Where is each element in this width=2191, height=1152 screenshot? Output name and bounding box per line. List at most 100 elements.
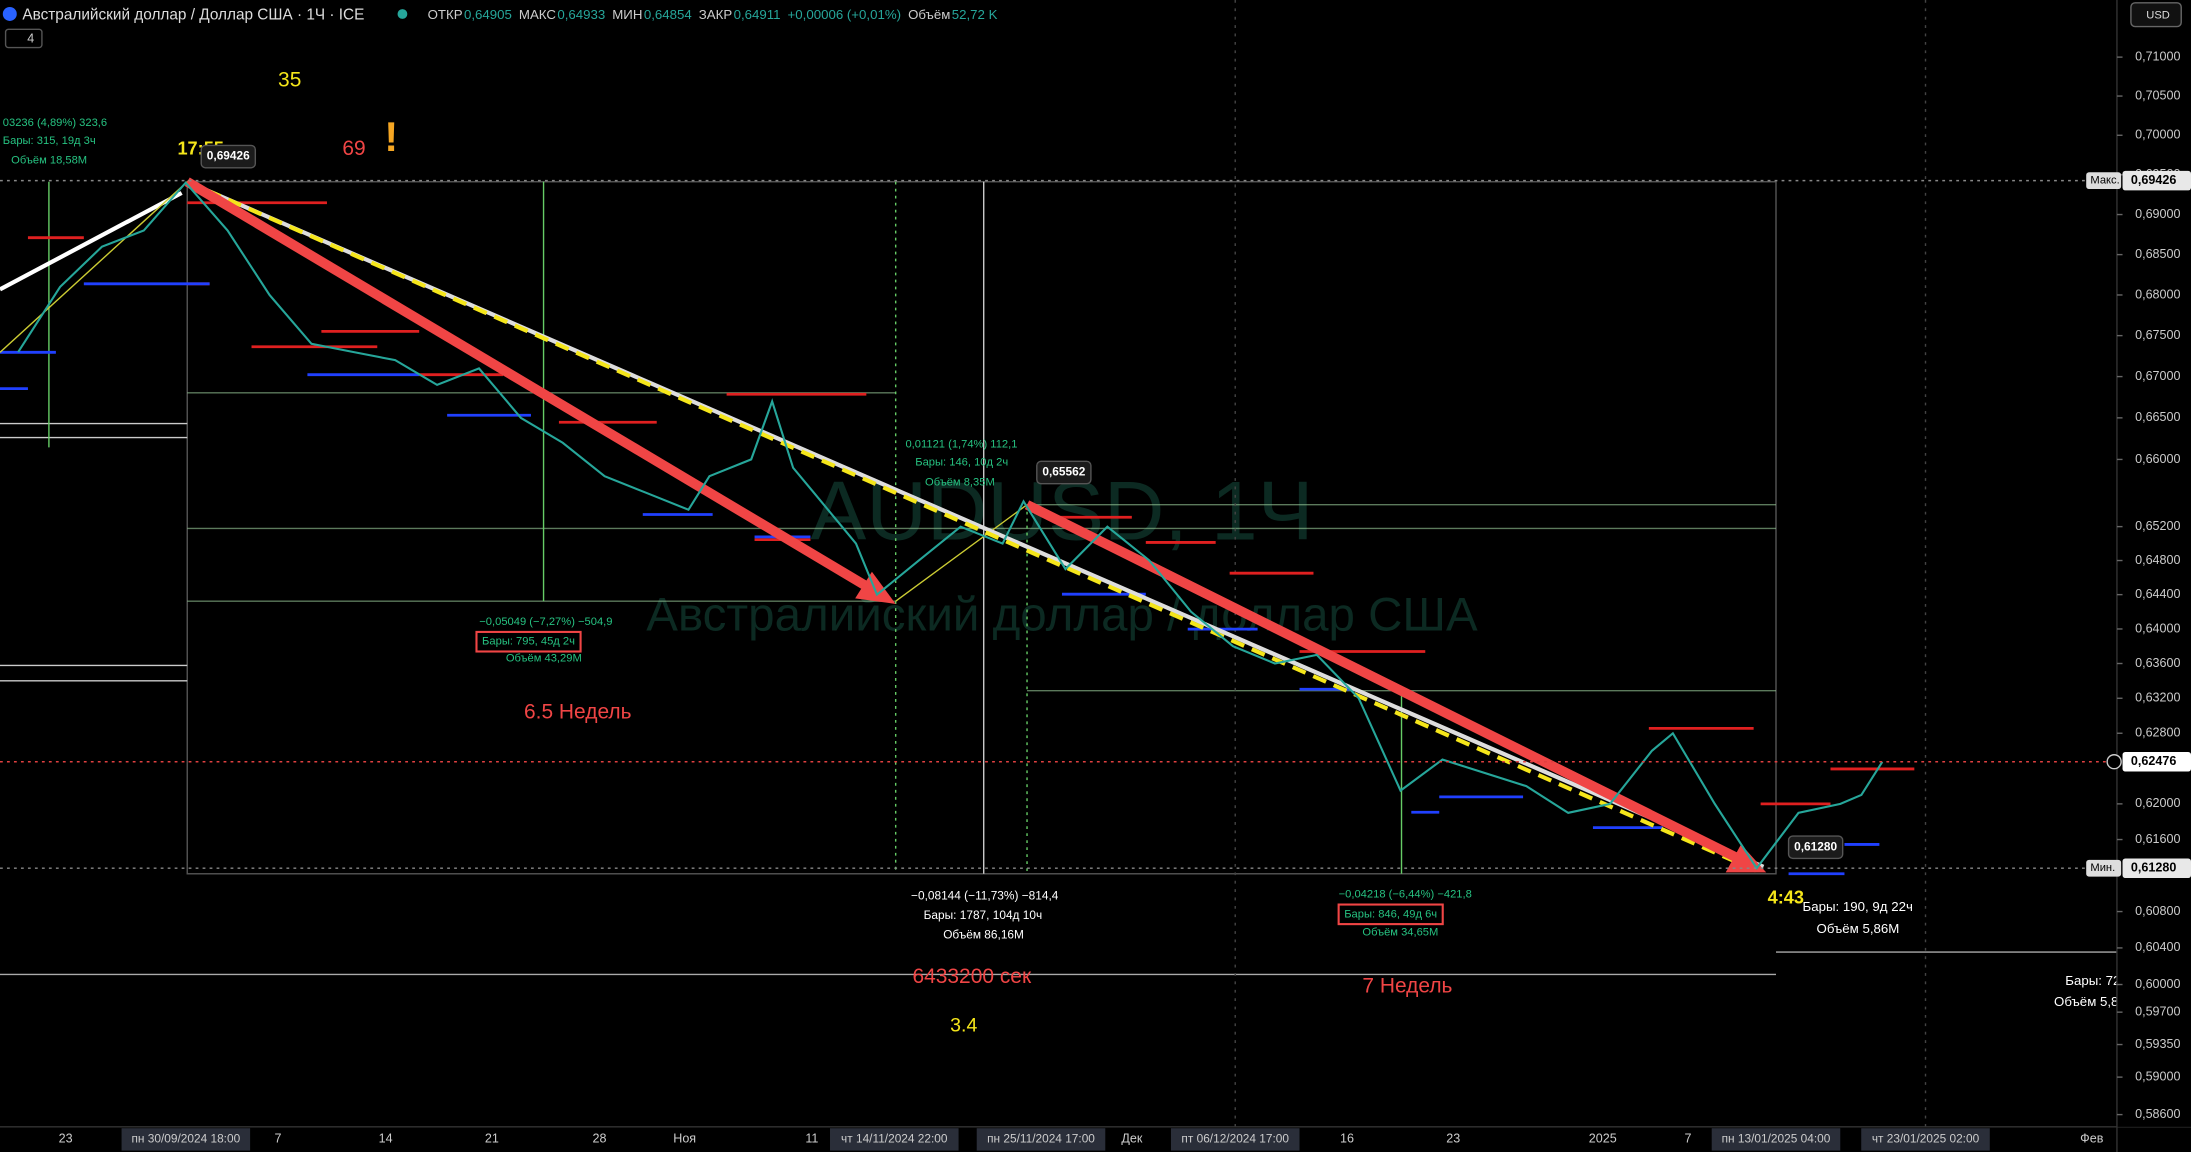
x-cursor-badge [1170,1128,1300,1151]
currency: USD [2146,9,2170,21]
annotation: 7 Недель [1362,975,1452,998]
highlight-box [1337,903,1444,926]
price-callout: 0,69426 [207,149,250,163]
ohlc-item: ОТКР [428,7,463,22]
annotation: 3.4 [950,1014,977,1036]
ohlc-item: МАКС [519,7,556,22]
y-tick-label: 0,66000 [2135,452,2180,466]
y-tick-label: 0,63600 [2135,656,2180,670]
symbol-icon [2,6,17,21]
annotation: Объём 5,86 [2054,994,2126,1009]
ohlc-item: 0,64905 [464,7,512,22]
currency-button[interactable] [2130,2,2182,28]
y-tick-label: 0,58600 [2135,1107,2180,1121]
y-tick-label: 0,59700 [2135,1004,2180,1018]
x-tick-label: Фев [2080,1132,2104,1146]
add-button [2106,754,2122,770]
x-tick-label: чт 23/01/2025 02:00 [1872,1132,1980,1146]
ohlc: ОТКР 0,64905 МАКС 0,64933 МИН 0,64854 ЗАКР 0,64… [428,7,998,22]
annotation: 6433200 сек [912,965,1031,988]
annotation: ! [384,113,398,160]
annotation: Объём 18,58M [11,155,87,167]
ohlc-item: +0,00006 (+0,01%) [788,7,902,22]
y-tick-label: 0,65200 [2135,519,2180,533]
y-tick-label: 0,66500 [2135,410,2180,424]
x-tick-label: 11 [805,1132,818,1146]
arrow-head [855,571,896,604]
trend-line [186,179,1765,876]
y-tick-label: 0,64000 [2135,621,2180,635]
ohlc-item: ЗАКР [699,7,733,22]
trend-line [0,191,183,292]
y-tick-label: 0,59350 [2135,1037,2180,1051]
y-tick-label: 0,69000 [2135,207,2180,221]
x-tick-label: 14 [379,1132,393,1146]
trend-line [895,504,1028,602]
price-tag [2086,172,2122,190]
annotation: Бары: 315, 19д 3ч [3,135,96,147]
price-tag [2086,859,2122,877]
x-tick-label: 21 [485,1132,499,1146]
price-badge-label: 0,61280 [2131,861,2176,875]
drawings [0,0,2191,1127]
x-tick-label: 23 [59,1132,73,1146]
y-tick-label: 0,61600 [2135,832,2180,846]
y-tick-label: 0,67000 [2135,369,2180,383]
x-cursor-badge [976,1128,1106,1151]
annotation: Объём 43,29M [506,652,582,664]
y-tick-label: 0,64800 [2135,553,2180,567]
price-callout: 0,65562 [1042,465,1085,479]
x-tick-label: Дек [1121,1132,1142,1146]
y-tick-label: 0,71000 [2135,49,2180,63]
y-tick-label: 0,60400 [2135,940,2180,954]
x-tick-label: пт 06/12/2024 17:00 [1181,1132,1289,1146]
ohlc-item: МИН [612,7,642,22]
annotation: Объём 5,86M [1817,921,1900,936]
x-cursor-badge [1711,1128,1841,1151]
indicators-count: 4 [27,31,34,45]
annotation: Бары: 190, 9д 22ч [1803,899,1913,914]
arrow [1024,500,1749,867]
ohlc-item: 0,64933 [557,7,605,22]
indicators-toggle[interactable] [4,28,43,49]
y-tick-label: 0,63200 [2135,691,2180,705]
annotation: 03236 (4,89%) 323,6 [3,117,107,129]
price-badge [2122,751,2191,772]
header: Австралийский доллар / Доллар США · 1Ч ·… [2,2,2182,49]
highlight-box [475,630,582,653]
y-tick-label: 0,70500 [2135,88,2180,102]
x-tick-label: пн 25/11/2024 17:00 [987,1132,1095,1146]
price-badge-label: 0,62476 [2131,754,2176,768]
annotation: Бары: 1787, 104д 10ч [924,908,1043,922]
price-badge [2122,170,2191,191]
annotation: Объём 34,65M [1362,926,1438,938]
annotation: 69 [342,137,365,160]
y-tick-label: 0,67500 [2135,328,2180,342]
x-tick-label: 16 [1340,1132,1354,1146]
price-badge-label: 0,69426 [2131,173,2176,187]
trend-line [0,181,188,353]
x-tick-label: чт 14/11/2024 22:00 [841,1132,948,1146]
y-tick-label: 0,62000 [2135,796,2180,810]
price-badge [2122,858,2191,879]
y-tick-label: 0,64400 [2135,587,2180,601]
y-tick-label: 0,68000 [2135,287,2180,301]
annotation: Бары: 720 [2065,973,2127,988]
x-tick-label: 7 [275,1132,282,1146]
annotation: Объём 8,35M [925,476,995,488]
measure-frame [186,181,1777,875]
arrow [184,177,881,597]
annotation: 6.5 Недель [524,701,632,724]
y-tick-label: 0,59000 [2135,1069,2180,1083]
x-cursor-badge [121,1128,251,1151]
annotation: 35 [278,69,301,92]
ohlc-item: 0,64911 [734,7,781,22]
symbol-title: Австралийский доллар / Доллар США · 1Ч ·… [22,6,364,23]
callout-box [1787,835,1844,860]
trend-line [186,179,1765,869]
x-tick-label: 7 [1684,1132,1691,1146]
y-tick-label: 0,60000 [2135,977,2180,991]
ohlc-item: Объём [908,7,950,22]
